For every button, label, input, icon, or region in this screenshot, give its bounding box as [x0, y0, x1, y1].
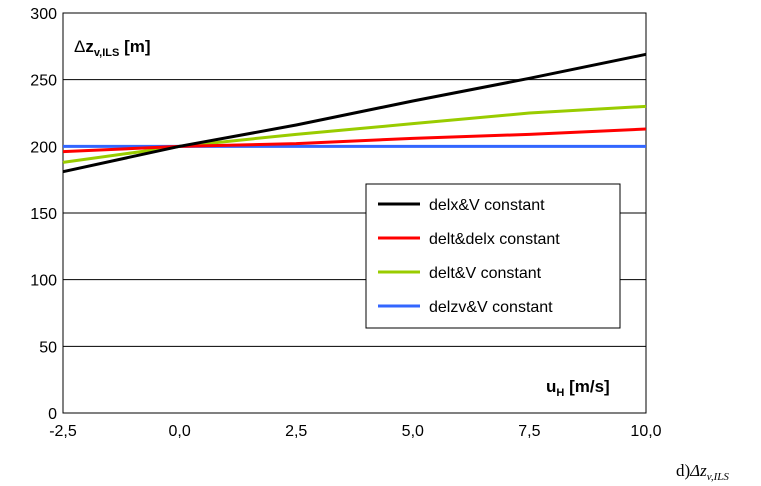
legend-label: delt&V constant	[429, 265, 542, 282]
figure-caption: d)Δzv,ILS	[676, 461, 729, 483]
y-tick-label: 50	[39, 339, 57, 356]
x-tick-label: 7,5	[518, 423, 540, 440]
caption-prefix: d)	[676, 461, 690, 480]
legend-label: delx&V constant	[429, 197, 545, 214]
series-line-delt-delx-constant	[62, 127, 647, 154]
caption-subscript: v,ILS	[707, 471, 730, 483]
x-tick-label: 0,0	[168, 423, 190, 440]
y-tick-labels: 0 50 100 150 200 250 300	[30, 6, 57, 423]
y-tick-label: 100	[30, 273, 57, 290]
legend: delx&V constant delt&delx constant delt&V …	[365, 183, 621, 329]
plot-area-frame	[62, 12, 647, 414]
y-axis-title-unit: [m]	[119, 37, 150, 56]
y-tick-label: 250	[30, 73, 57, 90]
y-axis-title-delta: Δ	[74, 37, 85, 56]
x-tick-label: 10,0	[630, 423, 661, 440]
legend-label: delzv&V constant	[429, 299, 553, 316]
y-tick-label: 200	[30, 139, 57, 156]
y-tick-label: 0	[48, 406, 57, 423]
series-line-delx-v-constant	[62, 52, 647, 174]
x-tick-label: -2,5	[49, 423, 77, 440]
y-tick-label: 150	[30, 206, 57, 223]
y-axis-title-subscript: v,ILS	[94, 47, 119, 59]
series-line-delt-v-constant	[62, 104, 647, 164]
x-axis-title-subscript: H	[556, 387, 564, 399]
x-tick-labels: -2,5 0,0 2,5 5,0 7,5 10,0	[49, 423, 661, 440]
legend-label: delt&delx constant	[429, 231, 560, 248]
y-tick-label: 300	[30, 6, 57, 23]
legend-box	[365, 183, 621, 329]
caption-main: z	[699, 461, 707, 480]
series-lines	[62, 52, 647, 174]
x-axis-title-unit: [m/s]	[564, 377, 609, 396]
x-axis-title-main: u	[546, 377, 556, 396]
x-tick-label: 5,0	[402, 423, 424, 440]
y-axis-title: Δzv,ILS [m]	[74, 37, 151, 59]
x-tick-label: 2,5	[285, 423, 307, 440]
caption-delta: Δ	[689, 461, 700, 480]
y-axis-title-main: z	[85, 37, 94, 56]
x-axis-title: uH [m/s]	[546, 377, 610, 399]
